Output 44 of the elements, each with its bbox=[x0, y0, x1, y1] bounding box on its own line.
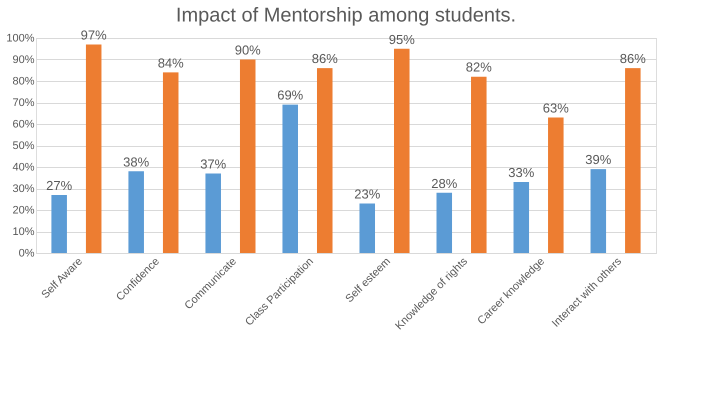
y-tick-label: 50% bbox=[12, 140, 35, 152]
data-label: 69% bbox=[277, 88, 304, 103]
y-tick-label: 0% bbox=[18, 248, 35, 260]
bar bbox=[471, 76, 487, 253]
y-tick-label: 40% bbox=[12, 162, 35, 174]
data-label: 23% bbox=[354, 186, 381, 202]
data-label: 86% bbox=[620, 51, 646, 66]
bar bbox=[394, 48, 410, 253]
bar bbox=[590, 169, 606, 253]
data-label: 90% bbox=[234, 42, 262, 58]
y-tick-label: 90% bbox=[12, 54, 35, 66]
y-tick-label: 100% bbox=[6, 32, 35, 44]
data-label: 84% bbox=[158, 55, 184, 70]
data-label: 97% bbox=[80, 27, 108, 42]
bar bbox=[548, 118, 564, 253]
bar bbox=[205, 173, 221, 253]
y-tick-label: 60% bbox=[12, 118, 35, 130]
bar bbox=[316, 68, 333, 253]
y-tick-label: 80% bbox=[12, 76, 35, 88]
bar bbox=[128, 171, 144, 253]
bar bbox=[436, 192, 452, 253]
data-label: 28% bbox=[431, 176, 458, 191]
bar bbox=[282, 104, 298, 253]
bar bbox=[625, 68, 641, 253]
data-label: 95% bbox=[388, 32, 416, 47]
data-label: 27% bbox=[46, 178, 73, 193]
y-tick-label: 20% bbox=[12, 204, 35, 216]
y-tick-label: 30% bbox=[12, 183, 35, 195]
data-label: 63% bbox=[542, 100, 570, 116]
data-label: 38% bbox=[123, 154, 150, 170]
bar bbox=[162, 72, 178, 253]
data-label: 86% bbox=[312, 51, 338, 66]
y-tick-label: 70% bbox=[12, 97, 35, 109]
bar bbox=[240, 60, 256, 253]
chart-title: Impact of Mentorship among students. bbox=[176, 4, 516, 26]
data-label: 33% bbox=[508, 165, 535, 180]
data-label: 39% bbox=[585, 152, 612, 168]
y-tick-label: 10% bbox=[12, 226, 35, 238]
data-label: 82% bbox=[466, 60, 492, 75]
data-label: 37% bbox=[200, 156, 227, 172]
bar bbox=[86, 44, 102, 253]
bar bbox=[51, 194, 67, 253]
bar bbox=[514, 182, 530, 253]
bar bbox=[359, 204, 376, 253]
